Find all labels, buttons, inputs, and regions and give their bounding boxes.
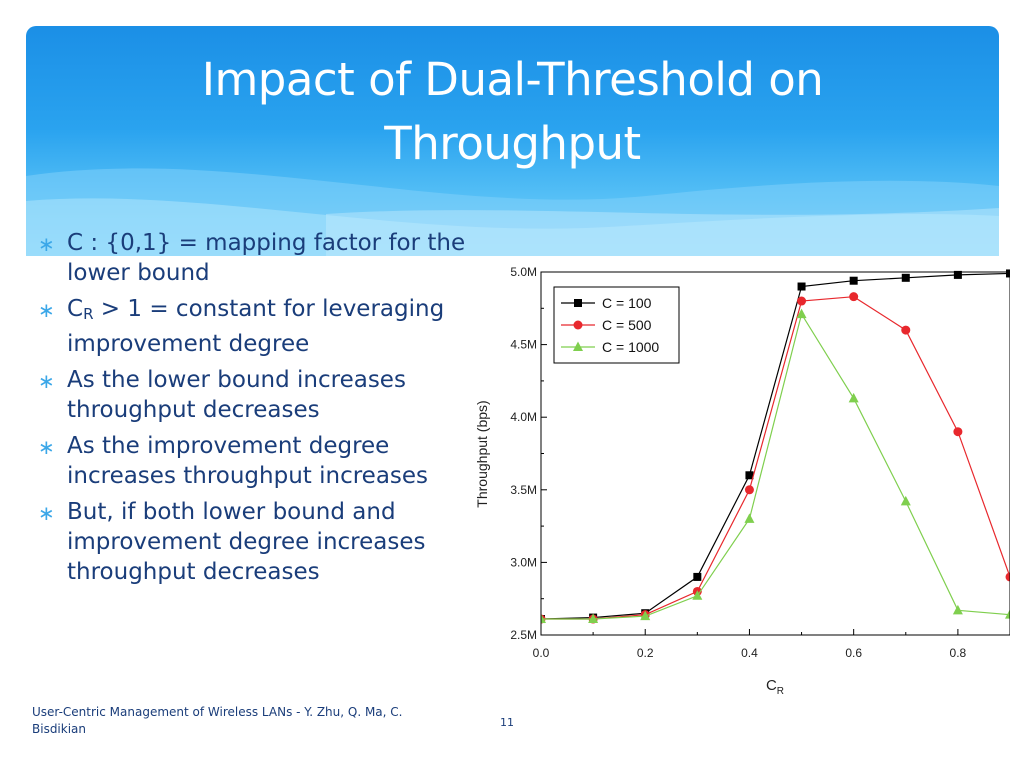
data-point [849,292,859,302]
asterisk-bullet-icon: ∗ [38,298,55,322]
legend-label: C = 500 [602,317,652,333]
data-point [640,610,651,621]
data-point [900,495,911,506]
asterisk-bullet-icon: ∗ [38,369,55,393]
x-axis-label-main: C [766,677,777,694]
data-point [693,572,702,581]
y-tick-label: 4.5M [510,338,537,352]
bullet-text: As the lower bound increases throughput … [67,367,406,423]
bullet-item: ∗ But, if both lower bound and improveme… [38,497,468,587]
x-tick-label: 0.6 [845,646,862,660]
x-axis-label-sub: R [777,686,784,697]
legend-marker [573,320,583,330]
data-point [692,590,703,600]
data-point [849,276,858,285]
x-tick-label: 0.0 [533,646,550,660]
slide-title-line1: Impact of Dual-Threshold on [201,53,824,106]
data-point [901,325,911,335]
data-point [1006,269,1010,278]
bullet-text-suffix: > 1 = constant for leveraging improvemen… [67,296,445,357]
bullet-text-prefix: C [67,296,84,322]
bullet-text: As the improvement degree increases thro… [67,433,429,489]
page-number: 11 [500,716,514,729]
y-tick-label: 5.0M [510,265,537,279]
slide-title: Impact of Dual-Threshold on Throughput [26,48,999,176]
header-wave-decoration [26,168,999,256]
x-tick-label: 0.2 [637,646,654,660]
data-point [1005,572,1010,582]
legend-label: C = 100 [602,295,652,311]
bullet-list: ∗ C : {0,1} = mapping factor for the low… [38,228,468,593]
data-point [744,513,755,523]
series-line [541,272,1010,620]
data-point [901,273,910,282]
bullet-item: ∗ CR > 1 = constant for leveraging impro… [38,294,468,359]
series-triangle [541,308,1010,624]
asterisk-bullet-icon: ∗ [38,435,55,459]
series-line [541,312,1010,620]
series-line [541,296,1010,620]
x-axis-label: CR [766,677,784,697]
y-axis-label: Throughput (bps) [474,400,490,507]
y-tick-label: 3.5M [510,483,537,497]
data-point [848,392,859,403]
slide-title-line2: Throughput [384,117,641,170]
data-point [953,427,963,437]
data-point [797,296,807,306]
slide-header: Impact of Dual-Threshold on Throughput [26,26,999,256]
throughput-chart: 0.0 0.2 0.4 0.6 0.8 2.5M 3.0M 3.5M 4.0M 4.5M 5.0M … [465,262,1011,702]
x-tick-label: 0.4 [741,646,758,660]
bullet-text-subscript: R [83,305,94,323]
data-point [745,471,754,480]
data-point [797,282,806,291]
data-point [953,270,962,279]
bullet-text: But, if both lower bound and improvement… [67,499,426,585]
legend-label: C = 1000 [602,339,659,355]
chart-svg: 0.0 0.2 0.4 0.6 0.82.5M3.0M3.5M4.0M4.5M5.0M … [474,265,1011,697]
data-point [588,613,599,624]
legend-marker [573,341,583,351]
data-point [744,485,754,495]
chart-legend: C = 100 C = 500 C = 1000 [553,286,680,364]
legend-marker [574,299,582,307]
y-tick-label: 2.5M [510,628,537,642]
bullet-item: ∗ As the improvement degree increases th… [38,431,468,491]
asterisk-bullet-icon: ∗ [38,501,55,525]
y-tick-label: 4.0M [510,410,537,424]
x-tick-label: 0.8 [950,646,967,660]
data-point [541,613,546,624]
bullet-item: ∗ C : {0,1} = mapping factor for the low… [38,228,468,288]
footer-citation: User-Centric Management of Wireless LANs… [32,705,403,736]
asterisk-bullet-icon: ∗ [38,232,55,256]
bullet-item: ∗ As the lower bound increases throughpu… [38,365,468,425]
bullet-text: C : {0,1} = mapping factor for the lower… [67,230,466,286]
data-point [952,604,963,615]
data-point [1005,609,1010,619]
y-tick-label: 3.0M [510,555,537,569]
data-point [796,308,807,319]
